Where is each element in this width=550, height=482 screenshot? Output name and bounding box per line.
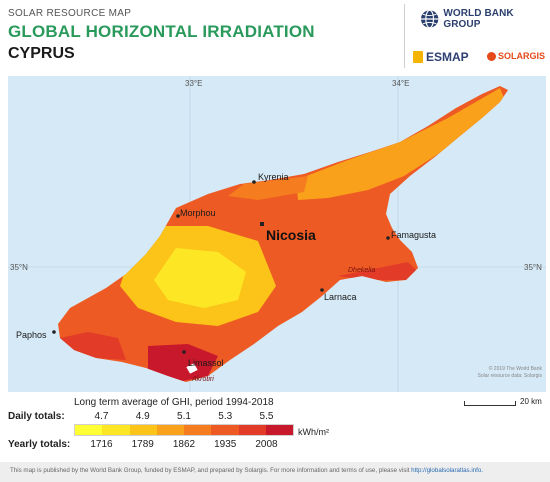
scale-bar-label: 20 km bbox=[520, 397, 542, 406]
city-label: Kyrenia bbox=[258, 172, 289, 182]
lat-label-left: 35°N bbox=[10, 263, 28, 272]
copyright-line: © 2019 The World Bank bbox=[488, 366, 542, 372]
city-label: Limassol bbox=[188, 358, 224, 368]
city-label: Paphos bbox=[16, 330, 47, 340]
city-label: Larnaca bbox=[324, 292, 357, 302]
zone-troodos-peak bbox=[154, 248, 246, 308]
header: SOLAR RESOURCE MAP GLOBAL HORIZONTAL IRR… bbox=[0, 0, 550, 72]
country-name: CYPRUS bbox=[8, 45, 75, 62]
zone-dhekelia bbox=[338, 262, 418, 280]
zone-akrotiri bbox=[148, 344, 218, 382]
yearly-tick: 1789 bbox=[131, 439, 154, 450]
city-label: Morphou bbox=[180, 208, 216, 218]
daily-totals-label: Daily totals: bbox=[8, 411, 65, 422]
legend: Long term average of GHI, period 1994-20… bbox=[0, 394, 550, 460]
color-scale-segment bbox=[184, 425, 212, 435]
esmap-mark-icon bbox=[413, 51, 423, 63]
lon-label-33: 33°E bbox=[185, 79, 202, 88]
solargis-logo: SOLARGIS bbox=[487, 51, 545, 61]
unit-label: kWh/m² bbox=[298, 427, 329, 437]
copyright-line: Solar resource data: Solargis bbox=[477, 373, 542, 379]
yearly-ticks: 1716 1789 1862 1935 2008 bbox=[74, 439, 294, 451]
map-title: GLOBAL HORIZONTAL IRRADIATION bbox=[8, 22, 315, 41]
capital-marker bbox=[260, 222, 264, 226]
color-scale bbox=[74, 424, 294, 436]
globe-icon bbox=[420, 9, 439, 29]
area-label-dhekelia: Dhekelia bbox=[348, 267, 375, 274]
zone-paphos-coast bbox=[60, 332, 126, 360]
daily-tick: 5.5 bbox=[259, 411, 274, 422]
color-scale-segment bbox=[211, 425, 239, 435]
akrotiri-salt-lake bbox=[185, 362, 199, 375]
zone-karpasia bbox=[296, 88, 504, 200]
yearly-totals-label: Yearly totals: bbox=[8, 439, 71, 450]
yearly-tick: 1935 bbox=[214, 439, 237, 450]
world-bank-logo: WORLD BANK GROUP bbox=[420, 8, 550, 30]
city-marker bbox=[320, 288, 324, 292]
cyprus-irradiation-map: 33°E 34°E 35°N 35°N Kyrenia Morphou Nico… bbox=[8, 76, 546, 392]
irradiation-zones bbox=[60, 88, 504, 382]
scale-bar bbox=[464, 401, 516, 406]
legend-title: Long term average of GHI, period 1994-20… bbox=[74, 397, 274, 408]
color-scale-segment bbox=[102, 425, 130, 435]
daily-tick: 5.1 bbox=[177, 411, 191, 422]
header-divider bbox=[404, 4, 405, 68]
footer-text: This map is published by the World Bank … bbox=[10, 467, 483, 474]
esmap-logo-text: ESMAP bbox=[426, 50, 469, 64]
daily-tick: 4.7 bbox=[94, 411, 109, 422]
capital-label: Nicosia bbox=[266, 227, 316, 243]
city-marker bbox=[52, 330, 56, 334]
lat-label-right: 35°N bbox=[524, 263, 542, 272]
city-marker bbox=[182, 350, 186, 354]
world-bank-logo-text: WORLD BANK GROUP bbox=[443, 8, 514, 30]
city-marker bbox=[386, 236, 390, 240]
color-scale-segment bbox=[265, 425, 293, 435]
city-marker bbox=[176, 214, 180, 218]
lon-label-34: 34°E bbox=[392, 79, 409, 88]
area-label-akrotiri: Akrotiri bbox=[191, 376, 214, 383]
daily-ticks: 4.7 4.9 5.1 5.3 5.5 bbox=[74, 411, 294, 423]
color-scale-segment bbox=[75, 425, 103, 435]
footer: This map is published by the World Bank … bbox=[0, 462, 550, 482]
yearly-tick: 1862 bbox=[172, 439, 196, 450]
esmap-logo: ESMAP bbox=[413, 50, 469, 64]
footer-notice: This map is published by the World Bank … bbox=[10, 467, 412, 474]
map-kicker: SOLAR RESOURCE MAP bbox=[8, 8, 132, 19]
atlas-link[interactable]: http://globalsolaratlas.info. bbox=[411, 467, 484, 474]
color-scale-segment bbox=[156, 425, 184, 435]
sun-icon bbox=[487, 51, 496, 61]
daily-tick: 4.9 bbox=[135, 411, 150, 422]
color-scale-segment bbox=[238, 425, 266, 435]
color-scale-segment bbox=[129, 425, 157, 435]
yearly-tick: 2008 bbox=[255, 439, 278, 450]
yearly-tick: 1716 bbox=[90, 439, 113, 450]
city-label: Famagusta bbox=[391, 230, 436, 240]
zone-kyrenia-range bbox=[228, 176, 308, 200]
city-marker bbox=[252, 180, 256, 184]
map-copyright: © 2019 The World Bank Solar resource dat… bbox=[430, 366, 542, 380]
daily-tick: 5.3 bbox=[218, 411, 233, 422]
solargis-logo-text: SOLARGIS bbox=[498, 51, 546, 61]
